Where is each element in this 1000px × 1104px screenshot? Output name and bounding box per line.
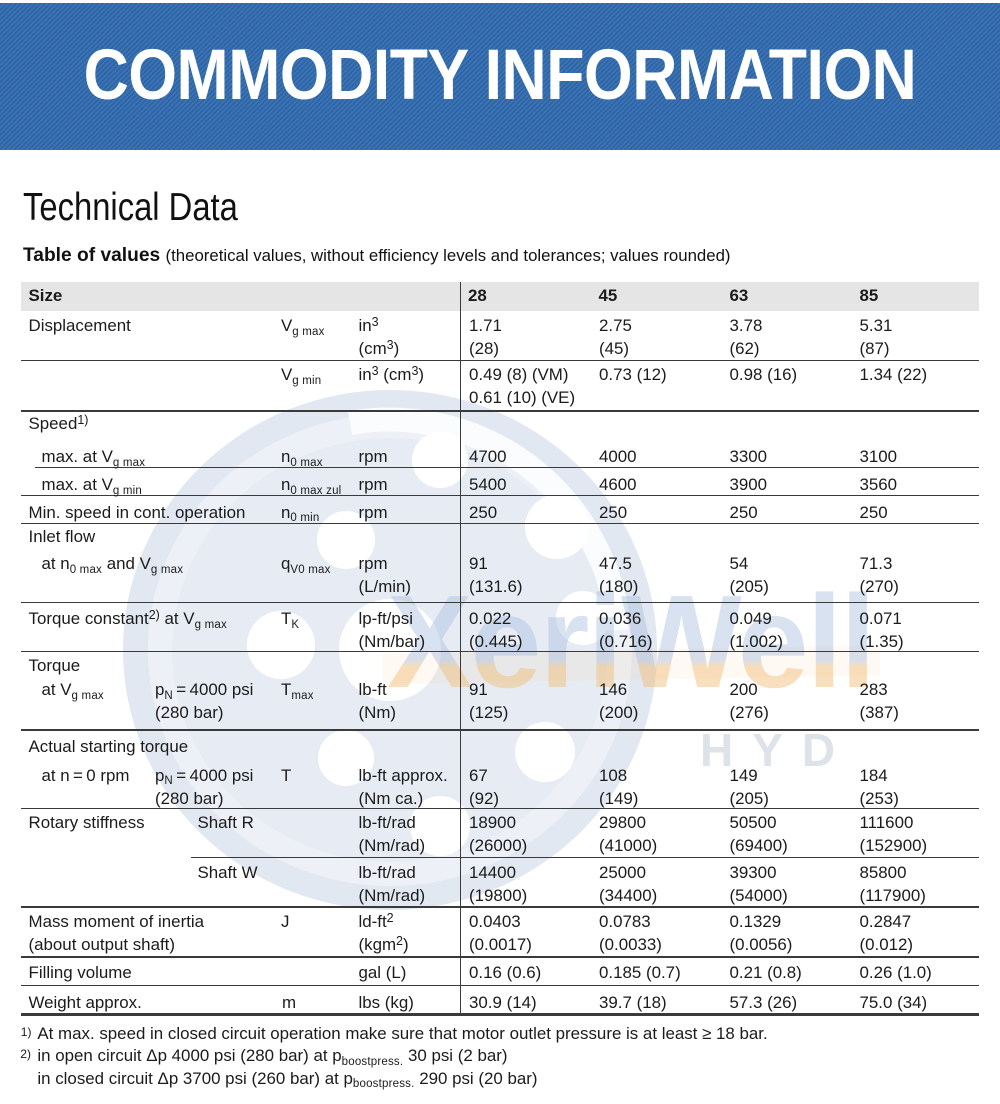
svg-text:HYD: HYD: [700, 724, 854, 776]
svg-text:XeriWell: XeriWell: [387, 568, 874, 715]
